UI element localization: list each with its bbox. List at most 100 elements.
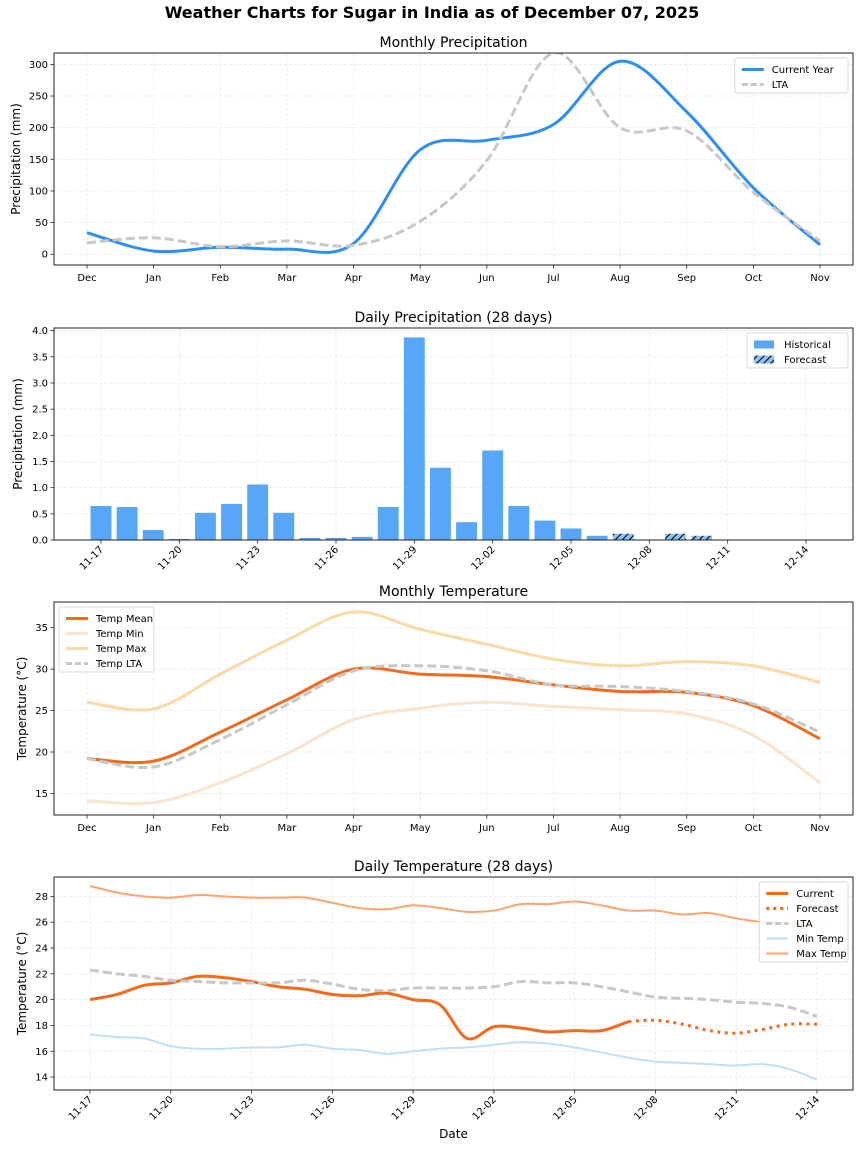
y-tick-label: 16 — [35, 1047, 48, 1058]
series-line-current — [89, 974, 630, 1041]
x-tick-label: 11-26 — [313, 544, 341, 572]
bar-historical-11-29 — [403, 337, 425, 540]
x-tick-label: 12-08 — [626, 544, 654, 572]
y-axis-label: Precipitation (mm) — [9, 103, 23, 215]
legend-label: Forecast — [796, 904, 838, 915]
legend: Current Forecast LTA Min Temp Max Temp — [758, 881, 849, 963]
y-tick-label: 30 — [35, 665, 48, 676]
x-tick-label: Feb — [211, 273, 229, 284]
y-tick-label: 200 — [29, 123, 48, 134]
plot-area — [86, 610, 821, 806]
series-line-current-year — [86, 59, 821, 254]
legend-box — [758, 881, 849, 963]
y-tick-label: 250 — [29, 92, 48, 103]
bar-historical-12-05 — [560, 528, 582, 540]
legend-label: Current — [796, 889, 834, 900]
x-tick-label: 12-11 — [704, 544, 732, 572]
series-line-temp-max — [86, 610, 821, 712]
legend-label: Max Temp — [796, 949, 847, 960]
y-tick-label: 2.5 — [32, 405, 48, 416]
legend-label: Temp LTA — [95, 659, 142, 670]
y-tick-label: 22 — [35, 969, 48, 980]
y-tick-label: 24 — [35, 944, 48, 955]
y-tick-label: 4.0 — [32, 326, 48, 337]
axes-frame — [53, 327, 854, 541]
y-axis-label: Temperature (°C) — [15, 932, 29, 1037]
legend-label: Forecast — [784, 355, 826, 366]
bar-historical-12-02 — [482, 450, 504, 540]
x-tick-label: 12-14 — [783, 544, 811, 572]
series-line-temp-lta — [86, 664, 821, 770]
figure-title: Weather Charts for Sugar in India as of … — [164, 3, 700, 22]
bar-forecast-12-07 — [612, 533, 634, 540]
plot-area — [90, 337, 712, 540]
y-tick-label: 2.0 — [32, 431, 48, 442]
y-tick-label: 35 — [35, 623, 48, 634]
x-tick-label: Aug — [610, 273, 630, 284]
axes-frame — [53, 876, 854, 1091]
chart-title: Monthly Precipitation — [379, 35, 527, 51]
x-tick-label: 12-05 — [551, 1094, 579, 1122]
x-tick-label: 11-17 — [67, 1094, 95, 1122]
legend-swatch — [754, 355, 774, 364]
bar-historical-11-18 — [116, 507, 138, 540]
bar-historical-11-27 — [351, 536, 373, 540]
x-tick-label: Jun — [478, 273, 495, 284]
x-tick-label: Dec — [77, 273, 96, 284]
y-tick-label: 300 — [29, 60, 48, 71]
y-tick-label: 18 — [35, 1021, 48, 1032]
bar-historical-11-17 — [90, 505, 112, 540]
bar-historical-12-01 — [456, 522, 477, 540]
x-tick-label: 11-23 — [234, 544, 262, 572]
y-axis-label: Precipitation (mm) — [11, 378, 25, 490]
y-tick-label: 20 — [35, 995, 48, 1006]
series-line-min-temp — [89, 1033, 818, 1081]
chart-title: Daily Temperature (28 days) — [354, 859, 553, 875]
x-tick-label: 11-17 — [78, 544, 106, 572]
x-tick-label: Jul — [546, 273, 559, 284]
series-line-lta — [86, 53, 821, 249]
x-tick-label: 11-29 — [390, 1094, 418, 1122]
x-tick-label: Jun — [478, 823, 495, 834]
legend-box — [58, 606, 155, 673]
y-tick-label: 0 — [42, 250, 48, 261]
x-tick-label: Apr — [345, 273, 363, 284]
x-tick-label: Feb — [211, 823, 229, 834]
bar-forecast-12-10 — [691, 535, 712, 540]
bar-historical-11-20 — [168, 538, 190, 540]
x-tick-label: Mar — [277, 273, 297, 284]
bar-historical-12-06 — [586, 535, 608, 540]
bar-historical-11-28 — [377, 507, 399, 540]
x-tick-label: 12-11 — [713, 1094, 741, 1122]
x-tick-label: Nov — [810, 273, 830, 284]
y-tick-label: 0.0 — [32, 536, 48, 547]
y-tick-label: 14 — [35, 1073, 48, 1084]
bar-historical-11-30 — [430, 467, 451, 540]
plot-area — [89, 885, 818, 1081]
chart-daily-precip: Daily Precipitation (28 days) 0.0 0.5 1.0 1.… — [11, 310, 854, 573]
x-tick-label: May — [410, 273, 431, 284]
legend-label: LTA — [772, 80, 789, 91]
axes-frame — [53, 52, 854, 266]
y-tick-label: 26 — [35, 918, 48, 929]
legend-label: Current Year — [772, 65, 835, 76]
x-tick-label: 12-08 — [632, 1094, 660, 1122]
chart-daily-temp: Daily Temperature (28 days) 14 16 18 20 22 24 2… — [15, 859, 854, 1141]
x-tick-label: 11-20 — [148, 1094, 176, 1122]
x-tick-label: Apr — [345, 823, 363, 834]
series-line-forecast — [628, 1018, 818, 1035]
x-tick-label: 12-05 — [548, 544, 576, 572]
chart-monthly-temp: Monthly Temperature 15 20 25 30 35 Dec Jan Feb Ma… — [15, 584, 854, 834]
legend-swatch — [754, 340, 774, 349]
x-tick-label: Nov — [810, 823, 830, 834]
bar-historical-12-03 — [508, 505, 530, 540]
series-line-temp-min — [86, 700, 821, 806]
x-tick-label: May — [410, 823, 431, 834]
y-tick-label: 28 — [35, 892, 48, 903]
y-tick-label: 20 — [35, 748, 48, 759]
x-tick-label: 11-23 — [228, 1094, 256, 1122]
bar-historical-11-23 — [247, 484, 269, 540]
legend-label: Temp Mean — [95, 614, 153, 625]
legend-label: Temp Max — [95, 644, 147, 655]
legend-label: Temp Min — [95, 629, 144, 640]
